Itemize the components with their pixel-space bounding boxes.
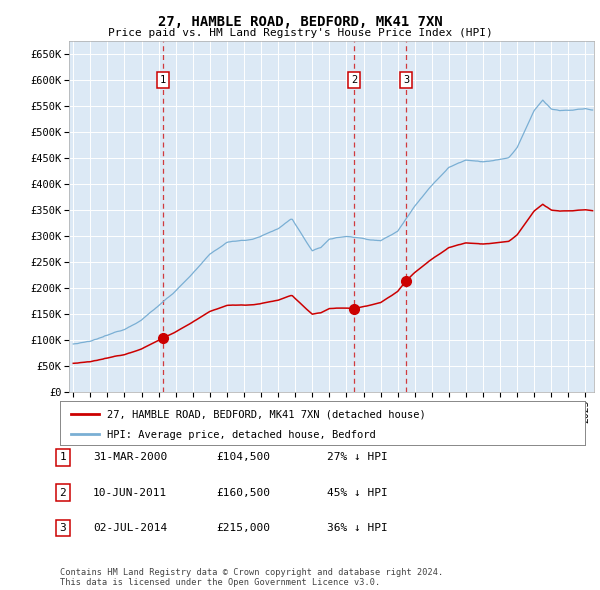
- Text: 2: 2: [59, 488, 67, 497]
- Text: 1: 1: [160, 75, 166, 85]
- Text: 3: 3: [59, 523, 67, 533]
- Text: 02-JUL-2014: 02-JUL-2014: [93, 523, 167, 533]
- Text: 45% ↓ HPI: 45% ↓ HPI: [327, 488, 388, 497]
- Text: 1: 1: [59, 453, 67, 462]
- Text: 10-JUN-2011: 10-JUN-2011: [93, 488, 167, 497]
- Text: 27, HAMBLE ROAD, BEDFORD, MK41 7XN (detached house): 27, HAMBLE ROAD, BEDFORD, MK41 7XN (deta…: [107, 409, 426, 419]
- Text: 31-MAR-2000: 31-MAR-2000: [93, 453, 167, 462]
- Text: 27, HAMBLE ROAD, BEDFORD, MK41 7XN: 27, HAMBLE ROAD, BEDFORD, MK41 7XN: [158, 15, 442, 29]
- Text: £160,500: £160,500: [216, 488, 270, 497]
- Text: £104,500: £104,500: [216, 453, 270, 462]
- Text: HPI: Average price, detached house, Bedford: HPI: Average price, detached house, Bedf…: [107, 430, 376, 440]
- Text: Contains HM Land Registry data © Crown copyright and database right 2024.
This d: Contains HM Land Registry data © Crown c…: [60, 568, 443, 587]
- Text: 27% ↓ HPI: 27% ↓ HPI: [327, 453, 388, 462]
- Text: 36% ↓ HPI: 36% ↓ HPI: [327, 523, 388, 533]
- Text: 2: 2: [351, 75, 357, 85]
- Text: Price paid vs. HM Land Registry's House Price Index (HPI): Price paid vs. HM Land Registry's House …: [107, 28, 493, 38]
- Text: £215,000: £215,000: [216, 523, 270, 533]
- Text: 3: 3: [403, 75, 409, 85]
